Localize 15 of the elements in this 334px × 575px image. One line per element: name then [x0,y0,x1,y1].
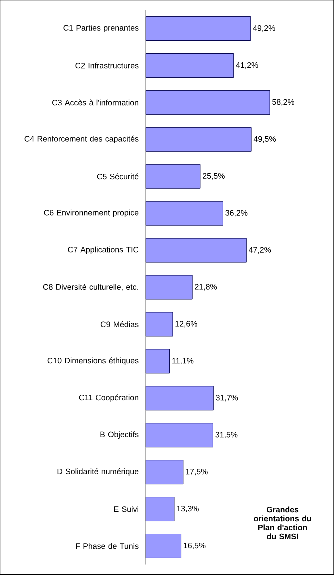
bar [146,127,252,152]
bar [146,349,170,374]
bar [146,16,252,42]
bar [146,534,182,558]
bar [146,275,193,300]
bar [146,460,184,485]
bar [146,312,174,337]
bar [146,201,224,226]
bar [146,164,201,189]
bar [146,423,214,448]
bar [146,238,247,263]
bar [146,90,270,115]
bar [146,497,175,522]
bar [146,53,234,78]
bar [146,386,214,411]
